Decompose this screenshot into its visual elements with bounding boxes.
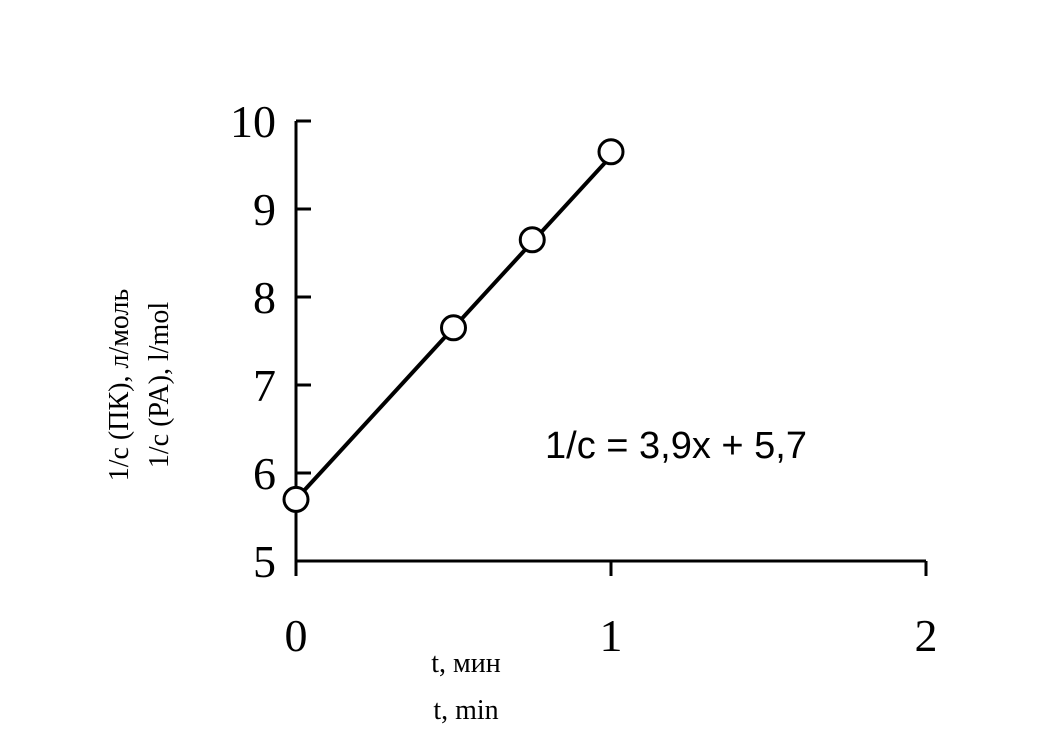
x-axis: 0 1 2 <box>285 559 938 661</box>
y-axis-label-ru: 1/c (ПК), л/моль <box>104 289 135 482</box>
y-tick-label: 6 <box>253 448 276 499</box>
y-tick-label: 7 <box>253 360 276 411</box>
x-axis-label-ru: t, мин <box>431 648 500 679</box>
data-point <box>518 226 546 254</box>
y-tick-label: 9 <box>253 184 276 235</box>
data-point <box>440 314 467 342</box>
y-tick-label: 5 <box>253 536 276 587</box>
x-tick-label: 1 <box>600 610 623 661</box>
y-axis-label-en: 1/c (PA), l/mol <box>144 302 175 468</box>
y-tick-label: 10 <box>230 96 276 147</box>
trendline-equation: 1/c = 3,9x + 5,7 <box>545 425 807 467</box>
data-point <box>282 485 310 513</box>
data-points <box>282 138 625 513</box>
x-tick-label: 0 <box>285 610 308 661</box>
y-tick-label: 8 <box>253 272 276 323</box>
x-tick-label: 2 <box>915 610 938 661</box>
data-point <box>597 138 625 166</box>
y-ticks: 5 6 7 8 9 10 <box>230 96 311 587</box>
x-axis-label-en: t, min <box>433 695 498 726</box>
y-axis: 5 6 7 8 9 10 <box>230 96 311 587</box>
x-ticks: 0 1 2 <box>285 561 938 661</box>
